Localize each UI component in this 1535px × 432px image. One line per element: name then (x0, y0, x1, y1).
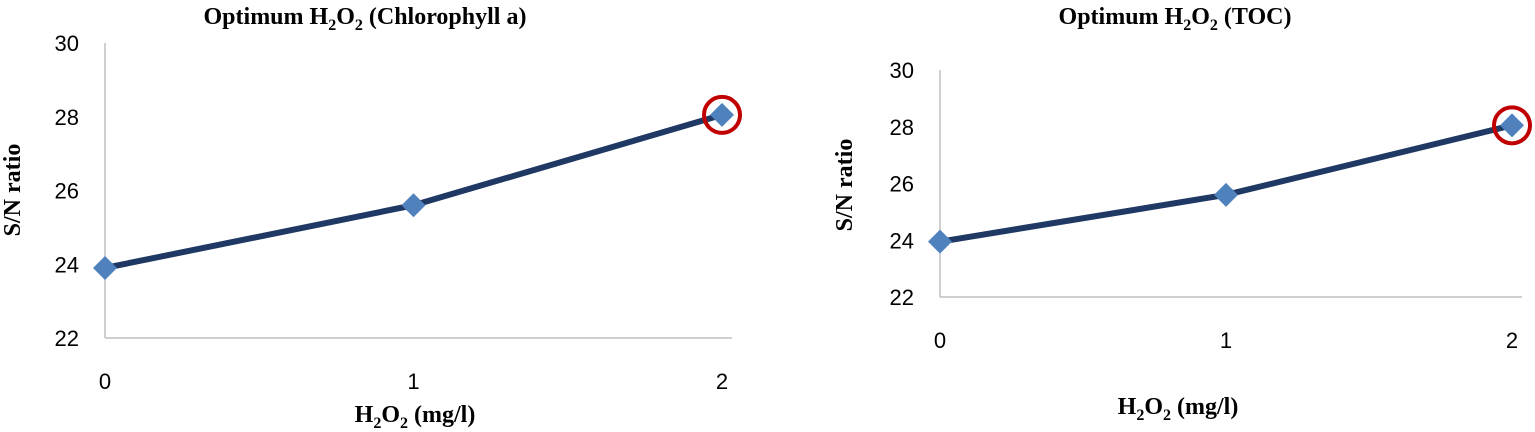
chart-chlorophyll: Optimum H2O2 (Chlorophyll a) S/N ratio H… (0, 4, 742, 432)
y-axis-label: S/N ratio (0, 144, 26, 237)
y-tick-label: 24 (890, 228, 914, 253)
data-point (1500, 113, 1524, 138)
chart-title: Optimum H2O2 (Chlorophyll a) (204, 4, 527, 34)
chart-title: Optimum H2O2 (TOC) (1059, 4, 1292, 34)
x-tick-label: 2 (1506, 328, 1518, 353)
series-line (104, 112, 723, 271)
y-tick-label: 28 (55, 105, 79, 130)
y-tick-label: 30 (890, 58, 914, 83)
y-tick-label: 28 (890, 115, 914, 140)
y-tick-label: 22 (55, 326, 79, 351)
highlight-circle (1492, 105, 1532, 146)
x-tick-label: 0 (99, 369, 111, 394)
chart-toc: Optimum H2O2 (TOC) S/N ratio H2O2 (mg/l)… (832, 4, 1532, 424)
y-tick-label: 24 (55, 252, 79, 277)
y-tick-label: 22 (890, 285, 914, 310)
x-tick-label: 0 (934, 328, 946, 353)
highlight-circle (702, 94, 742, 135)
data-point (1214, 182, 1238, 207)
data-point (401, 193, 426, 218)
y-tick-label: 26 (890, 172, 914, 197)
x-tick-label: 1 (407, 369, 419, 394)
plot-area: 22 24 26 28 30 0 1 2 (890, 58, 1532, 353)
y-tick-label: 26 (55, 179, 79, 204)
data-point (93, 255, 117, 280)
plot-area: 22 24 26 28 30 0 1 2 (55, 31, 742, 394)
x-axis-label: H2O2 (mg/l) (355, 402, 476, 432)
y-axis-label: S/N ratio (832, 139, 858, 232)
data-point (710, 102, 734, 127)
y-tick-label: 30 (55, 31, 79, 56)
x-axis-label: H2O2 (mg/l) (1118, 394, 1239, 424)
x-tick-label: 2 (716, 369, 728, 394)
data-point (928, 229, 952, 254)
x-tick-label: 1 (1220, 328, 1232, 353)
